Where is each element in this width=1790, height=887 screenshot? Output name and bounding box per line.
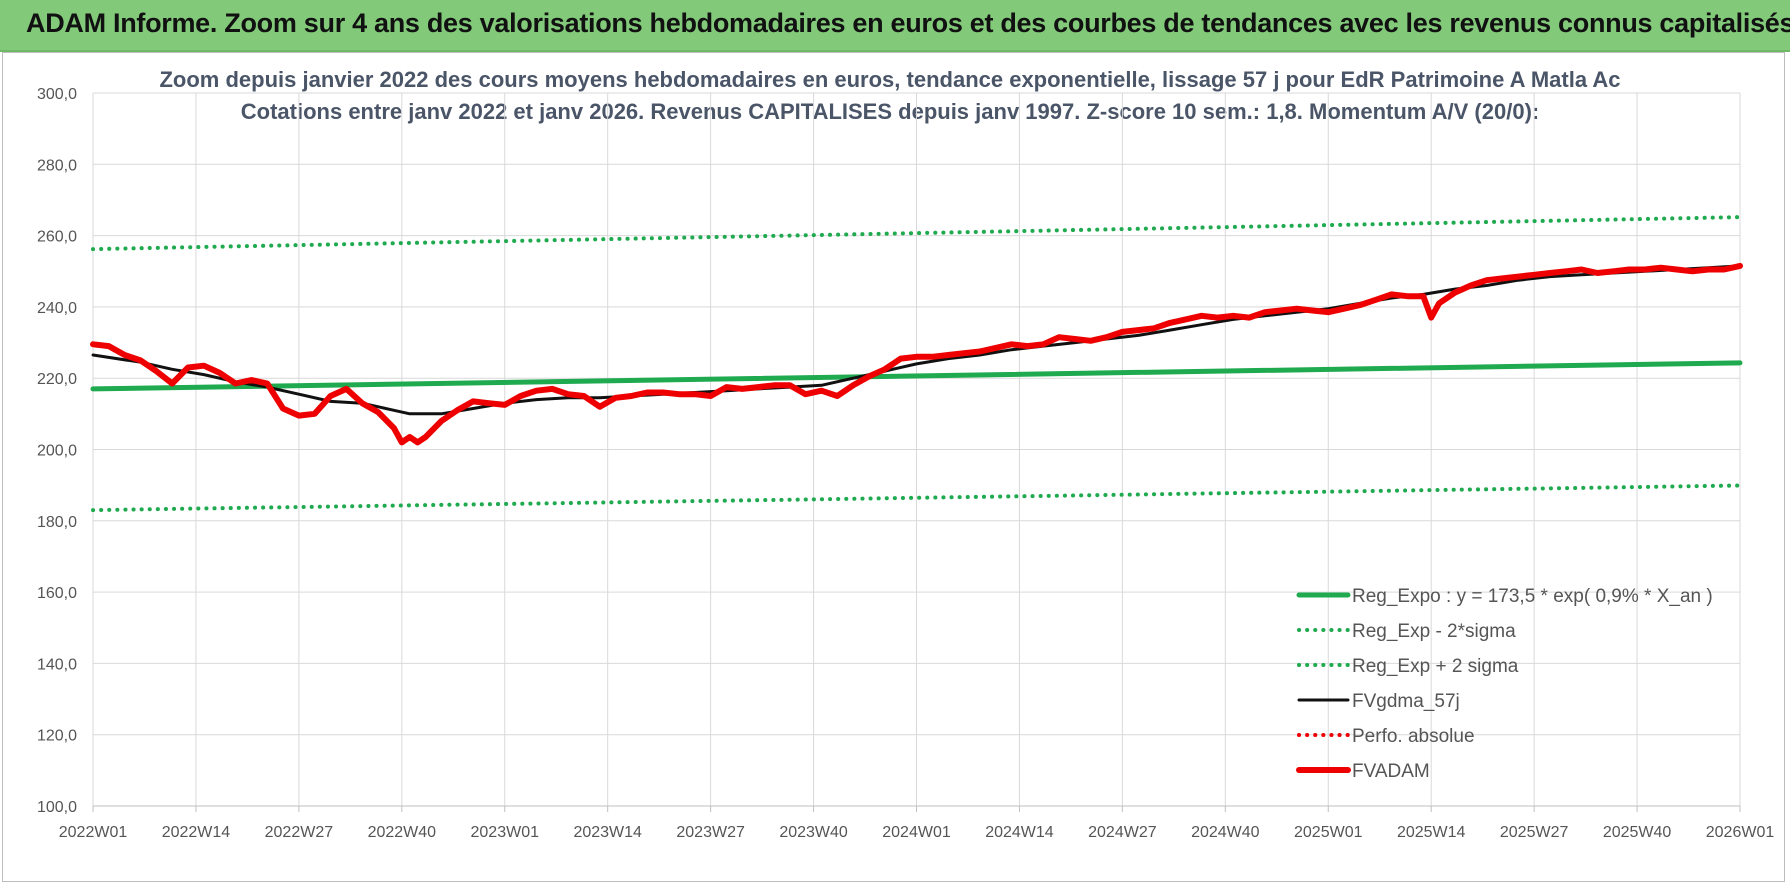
y-tick-label: 280,0 <box>37 157 77 174</box>
x-tick-label: 2025W01 <box>1294 824 1363 841</box>
series-line-2 <box>91 215 1742 252</box>
legend-label: Reg_Expo : y = 173,5 * exp( 0,9% * X_an … <box>1352 586 1713 607</box>
y-tick-label: 160,0 <box>37 585 77 602</box>
legend-label: Reg_Exp + 2 sigma <box>1352 656 1519 677</box>
x-tick-label: 2024W14 <box>985 824 1054 841</box>
x-tick-label: 2025W14 <box>1397 824 1466 841</box>
header-bar: ADAM Informe. Zoom sur 4 ans des valoris… <box>0 0 1790 52</box>
y-tick-label: 200,0 <box>37 443 77 460</box>
y-tick-label: 100,0 <box>37 799 77 816</box>
x-tick-label: 2022W27 <box>265 824 334 841</box>
x-tick-label: 2022W14 <box>162 824 231 841</box>
legend: Reg_Expo : y = 173,5 * exp( 0,9% * X_an … <box>1296 586 1713 782</box>
y-tick-label: 140,0 <box>37 656 77 673</box>
y-tick-label: 300,0 <box>37 86 77 103</box>
line-chart: Zoom depuis janvier 2022 des cours moyen… <box>37 67 1774 841</box>
legend-label: FVADAM <box>1352 761 1430 782</box>
chart-title: Zoom depuis janvier 2022 des cours moyen… <box>159 67 1620 92</box>
page-title: ADAM Informe. Zoom sur 4 ans des valoris… <box>26 8 1790 38</box>
legend-label: FVgdma_57j <box>1352 691 1460 712</box>
y-tick-label: 240,0 <box>37 300 77 317</box>
series-line-5 <box>90 262 1743 446</box>
axes: 100,0 120,0 140,0 160,0 180,0 200,0 220,0 240,0… <box>37 86 1774 841</box>
x-tick-label: 2024W27 <box>1088 824 1157 841</box>
x-tick-label: 2025W40 <box>1603 824 1672 841</box>
x-tick-label: 2024W01 <box>882 824 951 841</box>
x-tick-label: 2025W27 <box>1500 824 1569 841</box>
series-line-0 <box>90 360 1743 392</box>
y-tick-label: 260,0 <box>37 229 77 246</box>
x-tick-label: 2022W40 <box>368 824 437 841</box>
grid <box>92 92 1741 807</box>
legend-label: Reg_Exp - 2*sigma <box>1352 621 1516 642</box>
y-tick-label: 220,0 <box>37 371 77 388</box>
x-tick-label: 2024W40 <box>1191 824 1260 841</box>
y-tick-label: 120,0 <box>37 728 77 745</box>
x-tick-label: 2023W40 <box>779 824 848 841</box>
chart-subtitle: Cotations entre janv 2022 et janv 2026. … <box>241 99 1539 124</box>
x-tick-label: 2022W01 <box>59 824 128 841</box>
series-line-1 <box>91 483 1742 513</box>
x-tick-label: 2023W14 <box>573 824 642 841</box>
x-tick-label: 2023W01 <box>471 824 540 841</box>
series-group <box>90 215 1743 513</box>
legend-label: Perfo. absolue <box>1352 726 1475 747</box>
x-tick-label: 2026W01 <box>1706 824 1775 841</box>
y-tick-label: 180,0 <box>37 514 77 531</box>
chart-frame: Zoom depuis janvier 2022 des cours moyen… <box>2 52 1785 882</box>
x-tick-label: 2023W27 <box>676 824 745 841</box>
